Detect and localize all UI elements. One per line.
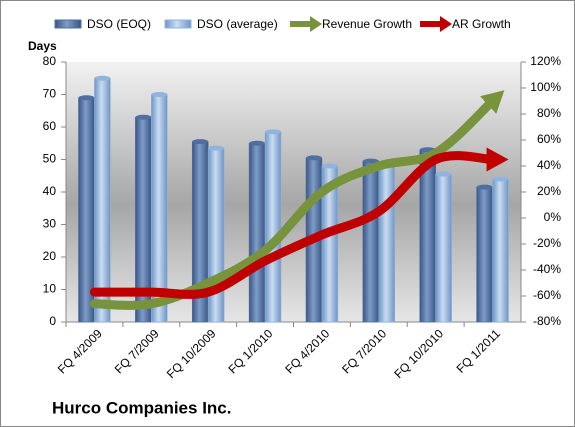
bar-top	[321, 163, 338, 169]
bar	[492, 178, 509, 323]
bar-top	[435, 171, 452, 177]
line	[89, 147, 509, 299]
y-tick-label: 10	[43, 282, 57, 296]
legend-label: Revenue Growth	[322, 17, 412, 31]
bar	[435, 173, 452, 323]
bar-top	[208, 145, 225, 151]
legend-label: AR Growth	[452, 17, 511, 31]
plot-area	[66, 62, 521, 322]
bar	[264, 131, 282, 323]
bar-top	[492, 176, 509, 182]
bar-top	[78, 95, 95, 101]
y2-tick-label: 120%	[530, 54, 561, 68]
bar	[476, 186, 493, 323]
y2-tick-label: 60%	[537, 132, 561, 146]
chart-title: Hurco Companies Inc.	[52, 398, 231, 417]
bar-top	[192, 139, 209, 145]
bar-top	[94, 75, 111, 81]
bar	[94, 77, 111, 323]
y-axis-label: Days	[28, 39, 57, 53]
y-tick-label: 0	[49, 314, 56, 328]
y2-tick-label: 0%	[544, 210, 562, 224]
y-tick-label: 40	[43, 184, 57, 198]
y2-tick-label: -20%	[533, 236, 561, 250]
y-tick-label: 20	[43, 249, 57, 263]
bar-top	[151, 92, 168, 97]
y-tick-label: 60	[43, 119, 57, 133]
y2-tick-label: -60%	[533, 288, 561, 302]
y2-tick-label: 20%	[537, 184, 561, 198]
bar-top	[476, 184, 493, 190]
bar-top	[135, 114, 152, 120]
legend-label: DSO (average)	[197, 17, 278, 31]
legend-swatch	[54, 19, 82, 29]
y-tick-label: 30	[43, 217, 57, 231]
y2-tick-label: 80%	[537, 106, 561, 120]
line	[89, 90, 505, 310]
bar-top	[265, 129, 281, 135]
y2-tick-label: 100%	[530, 80, 561, 94]
bar	[248, 142, 266, 323]
legend-label: DSO (EOQ)	[87, 17, 151, 31]
legend-arrow	[310, 16, 322, 32]
bar-top	[362, 158, 379, 164]
legend-arrow	[440, 16, 452, 32]
bar-top	[249, 140, 266, 146]
y-tick-label: 70	[43, 87, 57, 101]
bar	[378, 162, 396, 323]
legend-swatch	[164, 19, 192, 29]
y2-tick-label: 40%	[537, 158, 561, 172]
y2-tick-label: -40%	[533, 262, 561, 276]
bar	[419, 149, 436, 323]
bar-top	[306, 155, 322, 161]
y-tick-label: 80	[43, 54, 57, 68]
y2-tick-label: -80%	[533, 314, 561, 328]
bar	[362, 160, 380, 323]
y-tick-label: 50	[43, 152, 57, 166]
